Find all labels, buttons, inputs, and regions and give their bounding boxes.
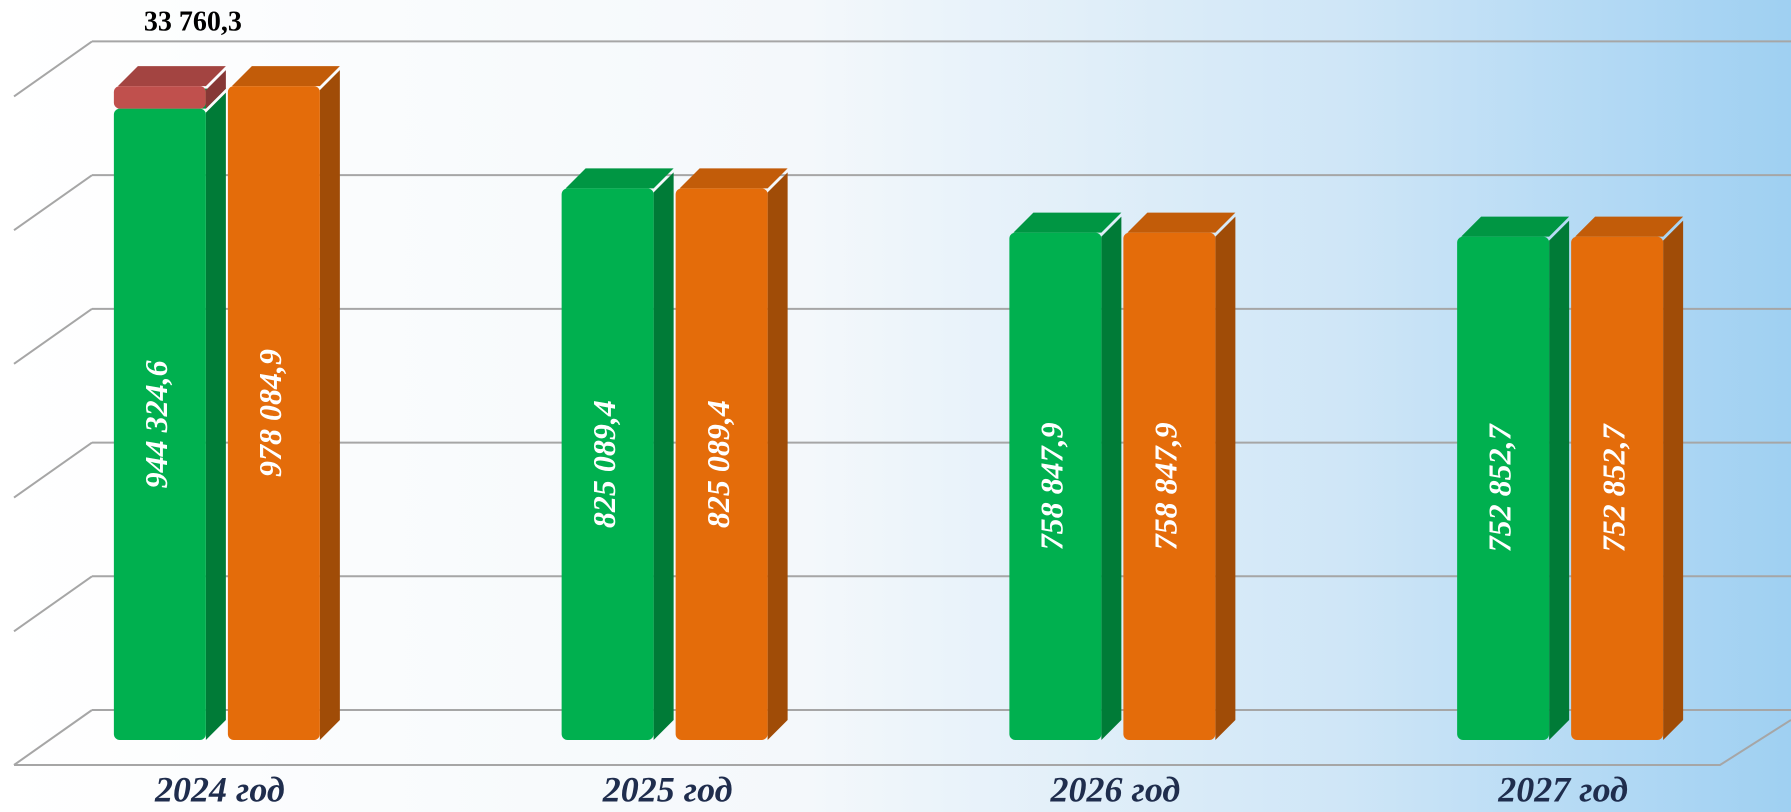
grid-side bbox=[13, 441, 93, 499]
grid-side bbox=[13, 174, 93, 231]
bar bbox=[227, 86, 320, 740]
bar-top bbox=[231, 66, 340, 87]
bar-group bbox=[1009, 212, 1122, 740]
bar-top bbox=[1013, 212, 1122, 233]
data-label: 978 084,9 bbox=[252, 349, 288, 477]
bar-group bbox=[113, 66, 226, 109]
bar bbox=[113, 86, 206, 109]
data-label: 752 852,7 bbox=[1481, 422, 1517, 552]
data-label: 944 324,6 bbox=[138, 360, 174, 488]
floor-edge bbox=[14, 719, 1791, 766]
bar-top bbox=[117, 66, 226, 87]
bar bbox=[675, 188, 768, 741]
bar bbox=[1571, 236, 1664, 741]
x-tick-label: 2026 год bbox=[1050, 769, 1181, 809]
bar-side bbox=[1663, 220, 1684, 741]
bar-side bbox=[1549, 220, 1570, 741]
bar bbox=[1457, 236, 1550, 741]
x-tick-label: 2025 год bbox=[602, 769, 733, 809]
bar-side bbox=[319, 70, 340, 740]
data-label: 825 089,4 bbox=[586, 400, 622, 528]
bar-group bbox=[1123, 212, 1236, 740]
bar-top bbox=[1575, 216, 1684, 237]
bar-side bbox=[205, 70, 226, 109]
bar-side bbox=[205, 92, 226, 740]
data-label: 33 760,3 bbox=[144, 6, 242, 37]
bar-top bbox=[1127, 212, 1236, 233]
bar-group bbox=[561, 168, 674, 741]
bar-group bbox=[1571, 216, 1684, 741]
data-label: 752 852,7 bbox=[1595, 422, 1631, 552]
bar-group bbox=[1457, 216, 1570, 741]
bar-side bbox=[1101, 216, 1122, 740]
bar-side bbox=[767, 172, 788, 741]
bar-group bbox=[675, 168, 788, 741]
bar bbox=[113, 108, 206, 740]
data-label: 825 089,4 bbox=[700, 400, 736, 528]
grid-side bbox=[13, 40, 93, 98]
x-tick-label: 2024 год bbox=[154, 769, 285, 809]
bar-side bbox=[653, 172, 674, 741]
bar-top bbox=[1461, 216, 1570, 237]
data-label: 758 847,9 bbox=[1034, 422, 1070, 550]
grid-side bbox=[13, 575, 93, 633]
bar-top bbox=[565, 168, 674, 189]
bar bbox=[561, 188, 654, 741]
grid-side bbox=[13, 308, 93, 365]
bar-group bbox=[227, 66, 340, 740]
bar bbox=[1009, 232, 1102, 740]
bar bbox=[1123, 232, 1216, 740]
grid-side bbox=[13, 709, 93, 766]
x-tick-label: 2027 год bbox=[1497, 769, 1628, 809]
data-label: 758 847,9 bbox=[1148, 422, 1184, 550]
bar-top bbox=[679, 168, 788, 189]
bar-side bbox=[1215, 216, 1236, 740]
